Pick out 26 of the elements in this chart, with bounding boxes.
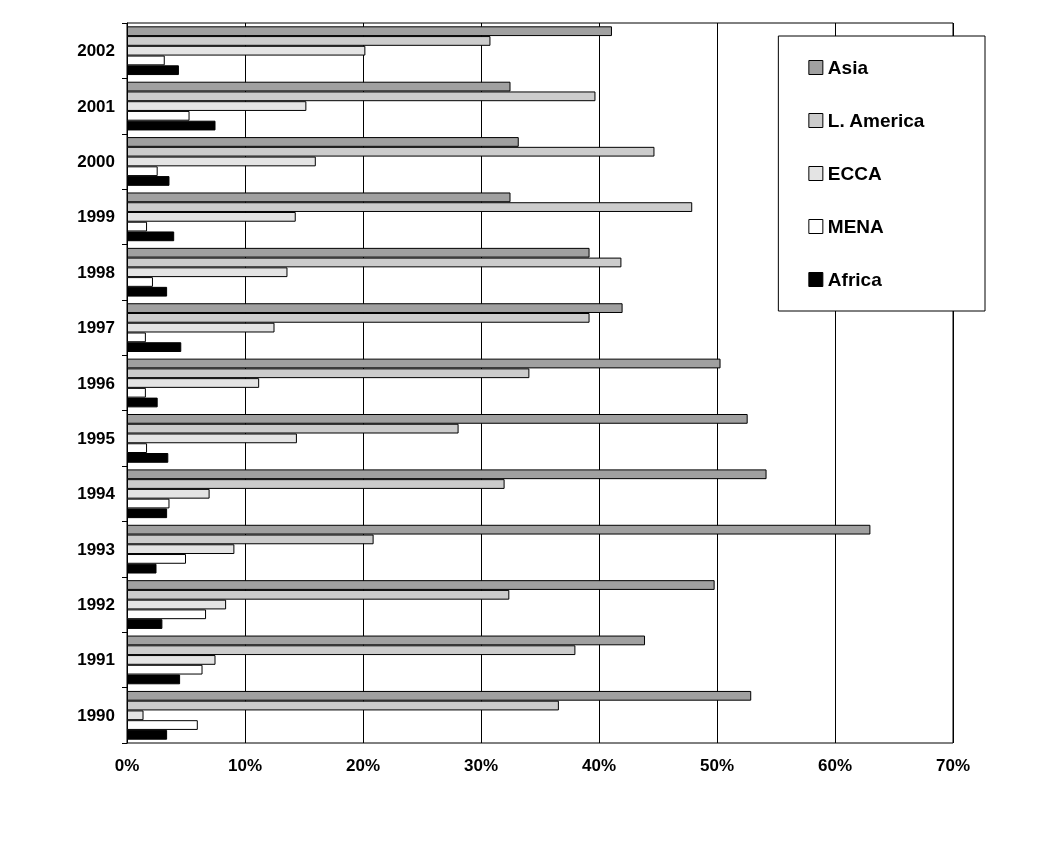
- x-tick-label: 10%: [227, 756, 263, 775]
- y-tick-label: 1990: [77, 705, 115, 725]
- legend-label: MENA: [827, 216, 885, 237]
- legend-label: L. America: [827, 110, 925, 131]
- y-tick-label: 2002: [77, 41, 115, 61]
- x-tick-label: 30%: [463, 756, 499, 775]
- x-tick-label: 70%: [935, 756, 971, 775]
- y-tick-label: 1997: [77, 318, 115, 338]
- x-tick-label: 40%: [581, 756, 617, 775]
- y-tick-label: 1996: [77, 373, 115, 393]
- x-tick-label: 60%: [817, 756, 853, 775]
- y-tick-label: 2000: [77, 151, 115, 171]
- x-tick-label: 50%: [699, 756, 735, 775]
- y-tick-label: 1991: [77, 650, 115, 670]
- legend-label: Africa: [827, 269, 883, 290]
- y-tick-label: 1993: [77, 539, 115, 559]
- x-tick-label: 0%: [114, 756, 140, 775]
- y-tick-label: 1999: [77, 207, 115, 227]
- y-tick-label: 2001: [77, 96, 115, 116]
- legend-label: ECCA: [827, 163, 882, 184]
- y-tick-label: 1994: [77, 484, 116, 504]
- y-tick-label: 1995: [77, 428, 115, 448]
- legend-label: Asia: [827, 57, 869, 78]
- y-tick-label: 1992: [77, 595, 115, 615]
- x-tick-label: 20%: [345, 756, 381, 775]
- y-tick-label: 1998: [77, 262, 115, 282]
